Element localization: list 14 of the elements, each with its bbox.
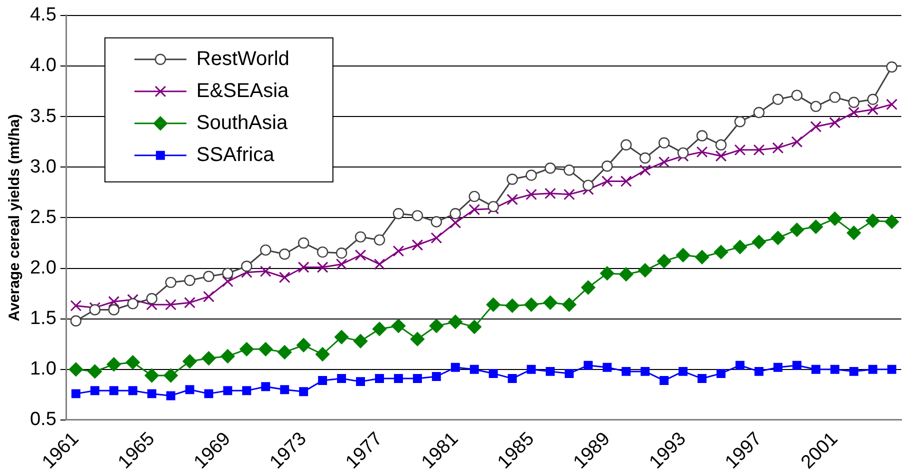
y-tick-label: 0.5	[30, 409, 56, 430]
y-tick-label: 3.5	[30, 106, 56, 127]
y-tick-label: 2.5	[30, 206, 56, 228]
y-tick-label: 4.0	[30, 55, 56, 76]
legend-label: SouthAsia	[196, 112, 288, 134]
y-tick-label: 1.0	[30, 358, 56, 380]
legend-label: SSAfrica	[196, 144, 276, 166]
legend-label: RestWorld	[196, 48, 290, 70]
y-axis-title: Average cereal yields (mt/ha)	[6, 114, 24, 322]
y-tick-label: 4.5	[30, 4, 56, 26]
y-tick-label: 3.0	[30, 156, 56, 178]
legend-label: E&SEAsia	[196, 80, 290, 102]
y-tick-label: 1.5	[30, 308, 56, 330]
y-tick-label: 2.0	[30, 258, 56, 279]
